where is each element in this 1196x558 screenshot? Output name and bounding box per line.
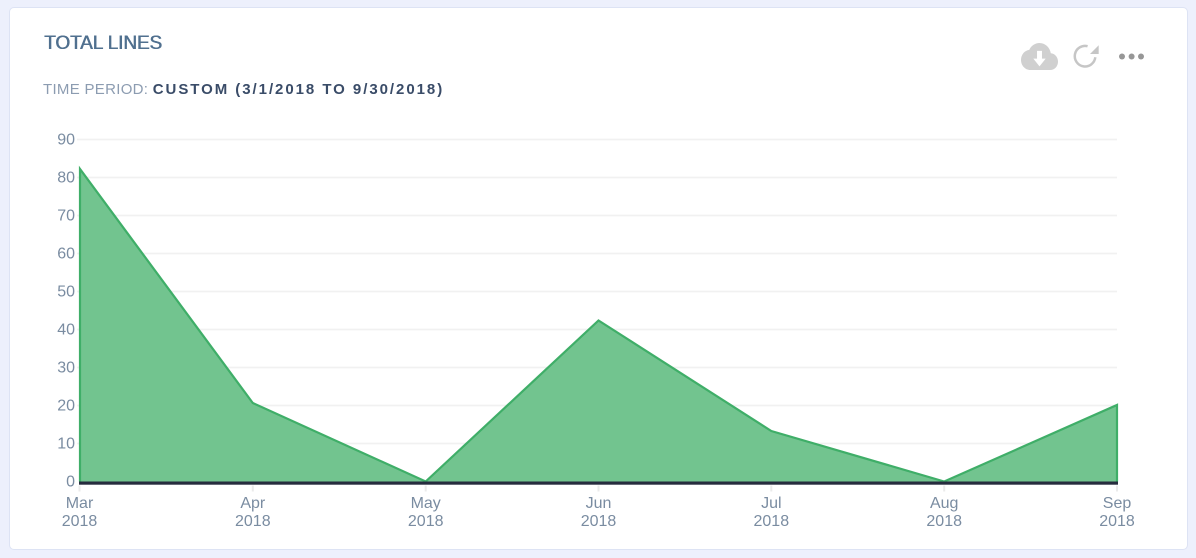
svg-text:80: 80 [57,170,75,187]
svg-text:70: 70 [57,208,75,225]
svg-text:10: 10 [57,436,75,453]
svg-text:30: 30 [57,360,75,377]
svg-text:90: 90 [57,132,75,149]
svg-text:0: 0 [66,474,75,491]
svg-text:50: 50 [57,284,75,301]
svg-text:20: 20 [57,398,75,415]
svg-text:60: 60 [57,246,75,263]
svg-text:40: 40 [57,322,75,339]
